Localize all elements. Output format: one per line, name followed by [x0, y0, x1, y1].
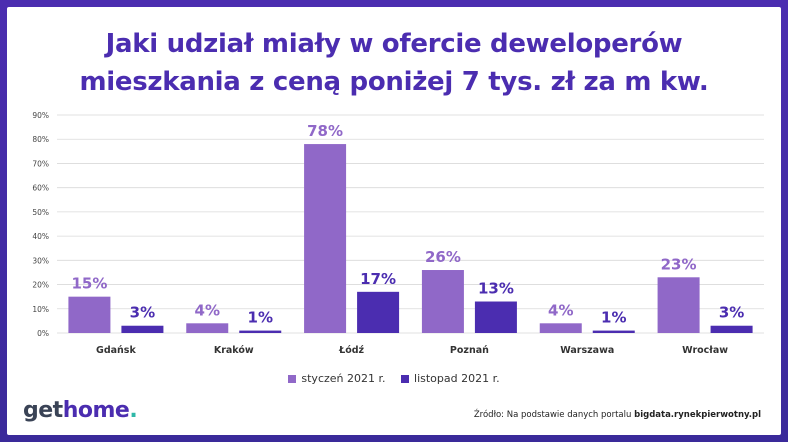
data-label: 1%: [601, 309, 626, 327]
y-tick-label: 20%: [32, 281, 49, 290]
chart-card: Jaki udział miały w ofercie deweloperów …: [7, 7, 781, 435]
x-category-label: Wrocław: [682, 345, 728, 356]
bar: [592, 330, 635, 333]
logo-part-1: get: [23, 398, 63, 423]
x-category-label: Warszawa: [560, 345, 614, 356]
bar: [357, 291, 400, 333]
legend-label-series-2: listopad 2021 r.: [414, 372, 500, 385]
data-label: 13%: [478, 280, 514, 298]
legend-item-series-1: styczeń 2021 r.: [288, 372, 386, 385]
bar: [186, 323, 229, 333]
data-label: 4%: [195, 301, 220, 319]
y-tick-label: 40%: [32, 232, 49, 241]
source-site: bigdata.rynekpierwotny.pl: [634, 410, 761, 420]
bar: [121, 325, 164, 333]
gethome-logo[interactable]: gethome.: [23, 398, 138, 423]
data-label: 26%: [425, 248, 461, 266]
y-tick-label: 80%: [32, 135, 49, 144]
source-note: Źródło: Na podstawie danych portalu bigd…: [474, 410, 761, 420]
data-label: 4%: [548, 301, 573, 319]
logo-part-2: home: [62, 398, 130, 423]
data-label: 78%: [307, 122, 343, 140]
bar: [421, 270, 464, 333]
y-tick-label: 60%: [32, 184, 49, 193]
source-prefix: Źródło: Na podstawie danych portalu: [473, 410, 635, 420]
legend-swatch-series-1: [288, 374, 297, 383]
y-tick-label: 70%: [32, 159, 49, 168]
x-category-label: Kraków: [214, 345, 254, 356]
logo-dot: .: [129, 398, 138, 423]
data-label: 23%: [661, 255, 697, 273]
legend-swatch-series-2: [401, 374, 410, 383]
bar: [657, 277, 700, 333]
bar: [239, 330, 282, 333]
bar: [304, 144, 347, 333]
title-line-1: Jaki udział miały w ofercie deweloperów: [105, 29, 683, 59]
legend-label-series-1: styczeń 2021 r.: [301, 372, 386, 385]
bar-chart: 0% 10% 20% 30% 40% 50% 60% 70% 80% 90% 15% 3% Gdańsk…: [32, 111, 764, 356]
y-tick-label: 90%: [32, 111, 49, 120]
data-label: 3%: [130, 304, 155, 322]
data-label: 17%: [360, 270, 396, 288]
y-tick-label: 10%: [32, 305, 49, 314]
bar: [474, 301, 517, 333]
chart-legend: styczeń 2021 r. listopad 2021 r.: [7, 372, 781, 386]
data-label: 1%: [248, 309, 273, 327]
y-tick-label: 0%: [37, 329, 49, 338]
x-category-label: Łódź: [338, 345, 364, 356]
y-tick-label: 50%: [32, 208, 49, 217]
bar: [68, 296, 111, 333]
data-label: 15%: [71, 275, 107, 293]
title-line-2: mieszkania z ceną poniżej 7 tys. zł za m…: [79, 67, 709, 97]
y-tick-label: 30%: [32, 256, 49, 265]
x-category-label: Poznań: [450, 345, 489, 356]
x-category-label: Gdańsk: [96, 345, 136, 356]
legend-item-series-2: listopad 2021 r.: [401, 372, 500, 385]
bar: [539, 323, 582, 333]
data-label: 3%: [719, 304, 744, 322]
chart-title: Jaki udział miały w ofercie deweloperów …: [7, 25, 781, 101]
bar: [710, 325, 753, 333]
